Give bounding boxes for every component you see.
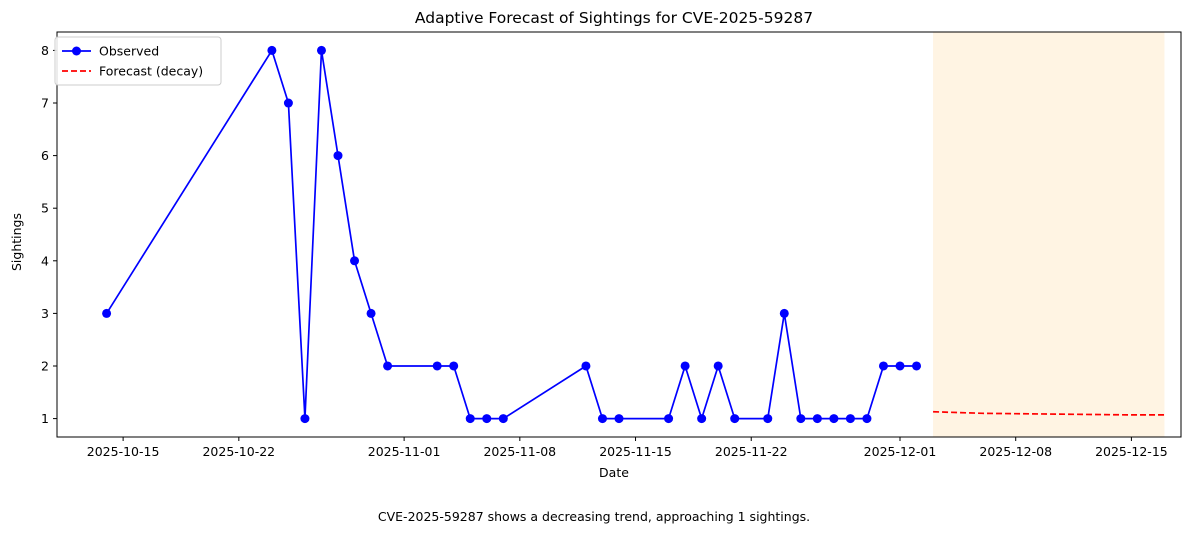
y-tick-label: 3 — [41, 306, 49, 321]
observed-point — [664, 414, 674, 424]
legend-forecast-label: Forecast (decay) — [99, 64, 203, 79]
observed-point — [267, 45, 277, 55]
observed-point — [449, 361, 459, 371]
x-tick-label: 2025-10-22 — [202, 444, 275, 459]
observed-point — [912, 361, 922, 371]
observed-point — [713, 361, 723, 371]
legend-observed-label: Observed — [99, 44, 159, 59]
observed-point — [581, 361, 591, 371]
y-tick-label: 5 — [41, 201, 49, 216]
y-tick-label: 4 — [41, 253, 49, 268]
observed-point — [680, 361, 690, 371]
observed-point — [697, 414, 707, 424]
observed-point — [730, 414, 740, 424]
y-tick-label: 8 — [41, 43, 49, 58]
forecast-region-layer — [933, 32, 1165, 437]
legend-box — [54, 36, 222, 86]
y-axis-ticks: 1 2 3 4 5 6 7 8 — [41, 43, 57, 426]
observed-point — [333, 151, 343, 161]
observed-point — [796, 414, 806, 424]
observed-point — [862, 414, 872, 424]
observed-line — [105, 49, 917, 420]
observed-point — [845, 414, 855, 424]
observed-point — [383, 361, 393, 371]
x-tick-label: 2025-11-15 — [599, 444, 672, 459]
observed-point — [763, 414, 773, 424]
x-tick-label: 2025-12-08 — [979, 444, 1052, 459]
observed-point — [316, 45, 326, 55]
y-tick-label: 1 — [41, 411, 49, 426]
observed-point — [482, 414, 492, 424]
observed-point — [779, 308, 789, 318]
series-layer — [102, 45, 1165, 424]
observed-point — [878, 361, 888, 371]
observed-point — [366, 308, 376, 318]
observed-point — [597, 414, 607, 424]
x-axis-ticks: 2025-10-15 2025-10-22 2025-11-01 2025-11-08… — [87, 437, 1168, 459]
observed-point — [102, 308, 112, 318]
y-tick-label: 7 — [41, 96, 49, 111]
chart-caption: CVE-2025-59287 shows a decreasing trend,… — [378, 509, 810, 524]
observed-point — [283, 98, 293, 108]
x-tick-label: 2025-12-15 — [1095, 444, 1168, 459]
chart-title: Adaptive Forecast of Sightings for CVE-2… — [415, 9, 813, 27]
x-tick-label: 2025-11-01 — [368, 444, 441, 459]
x-axis-label: Date — [599, 465, 629, 480]
forecast-line — [933, 410, 1165, 416]
y-tick-label: 2 — [41, 358, 49, 373]
y-tick-label: 6 — [41, 148, 49, 163]
y-axis-label: Sightings — [9, 213, 24, 271]
observed-point — [812, 414, 822, 424]
x-tick-label: 2025-12-01 — [864, 444, 937, 459]
legend: Observed Forecast (decay) — [54, 36, 222, 86]
legend-observed-marker — [72, 46, 81, 56]
observed-point — [432, 361, 442, 371]
observed-point — [350, 256, 360, 266]
x-tick-label: 2025-11-22 — [715, 444, 788, 459]
observed-point — [614, 414, 624, 424]
plot-area-frame — [56, 31, 1182, 438]
x-tick-label: 2025-10-15 — [87, 444, 160, 459]
forecast-region — [933, 32, 1165, 437]
x-tick-label: 2025-11-08 — [483, 444, 556, 459]
observed-point — [300, 414, 310, 424]
observed-point — [498, 414, 508, 424]
observed-point — [465, 414, 475, 424]
observed-point — [895, 361, 905, 371]
observed-point — [829, 414, 839, 424]
